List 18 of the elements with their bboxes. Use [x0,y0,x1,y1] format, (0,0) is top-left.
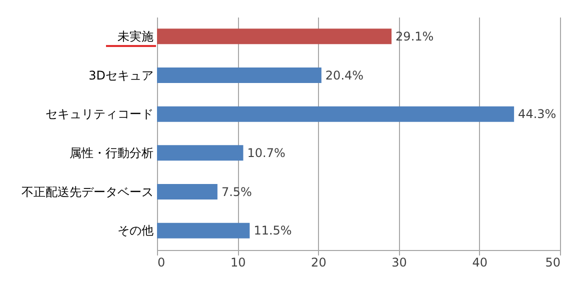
data-label: 44.3% [518,107,556,122]
x-tick-label: 30 [392,256,407,270]
y-tick-label: 属性・行動分析 [70,146,154,160]
x-tick-label: 50 [545,256,560,270]
x-tick-label: 40 [472,256,488,270]
x-tick-label: 10 [230,256,246,270]
y-tick-label: セキュリティコード [46,107,154,122]
data-label: 10.7% [247,146,286,160]
data-label: 29.1% [396,29,434,44]
x-tick-label: 20 [311,256,326,270]
data-label: 20.4% [325,68,364,82]
y-tick-label: 不正配送先データベース [22,184,154,199]
y-tick-label: その他 [118,224,154,238]
y-tick-label: 3Dセキュア [88,68,154,82]
y-tick-label: 未実施 [118,29,154,44]
data-label: 7.5% [221,184,252,199]
data-label: 11.5% [254,224,292,238]
x-tick-label: 0 [158,256,166,270]
